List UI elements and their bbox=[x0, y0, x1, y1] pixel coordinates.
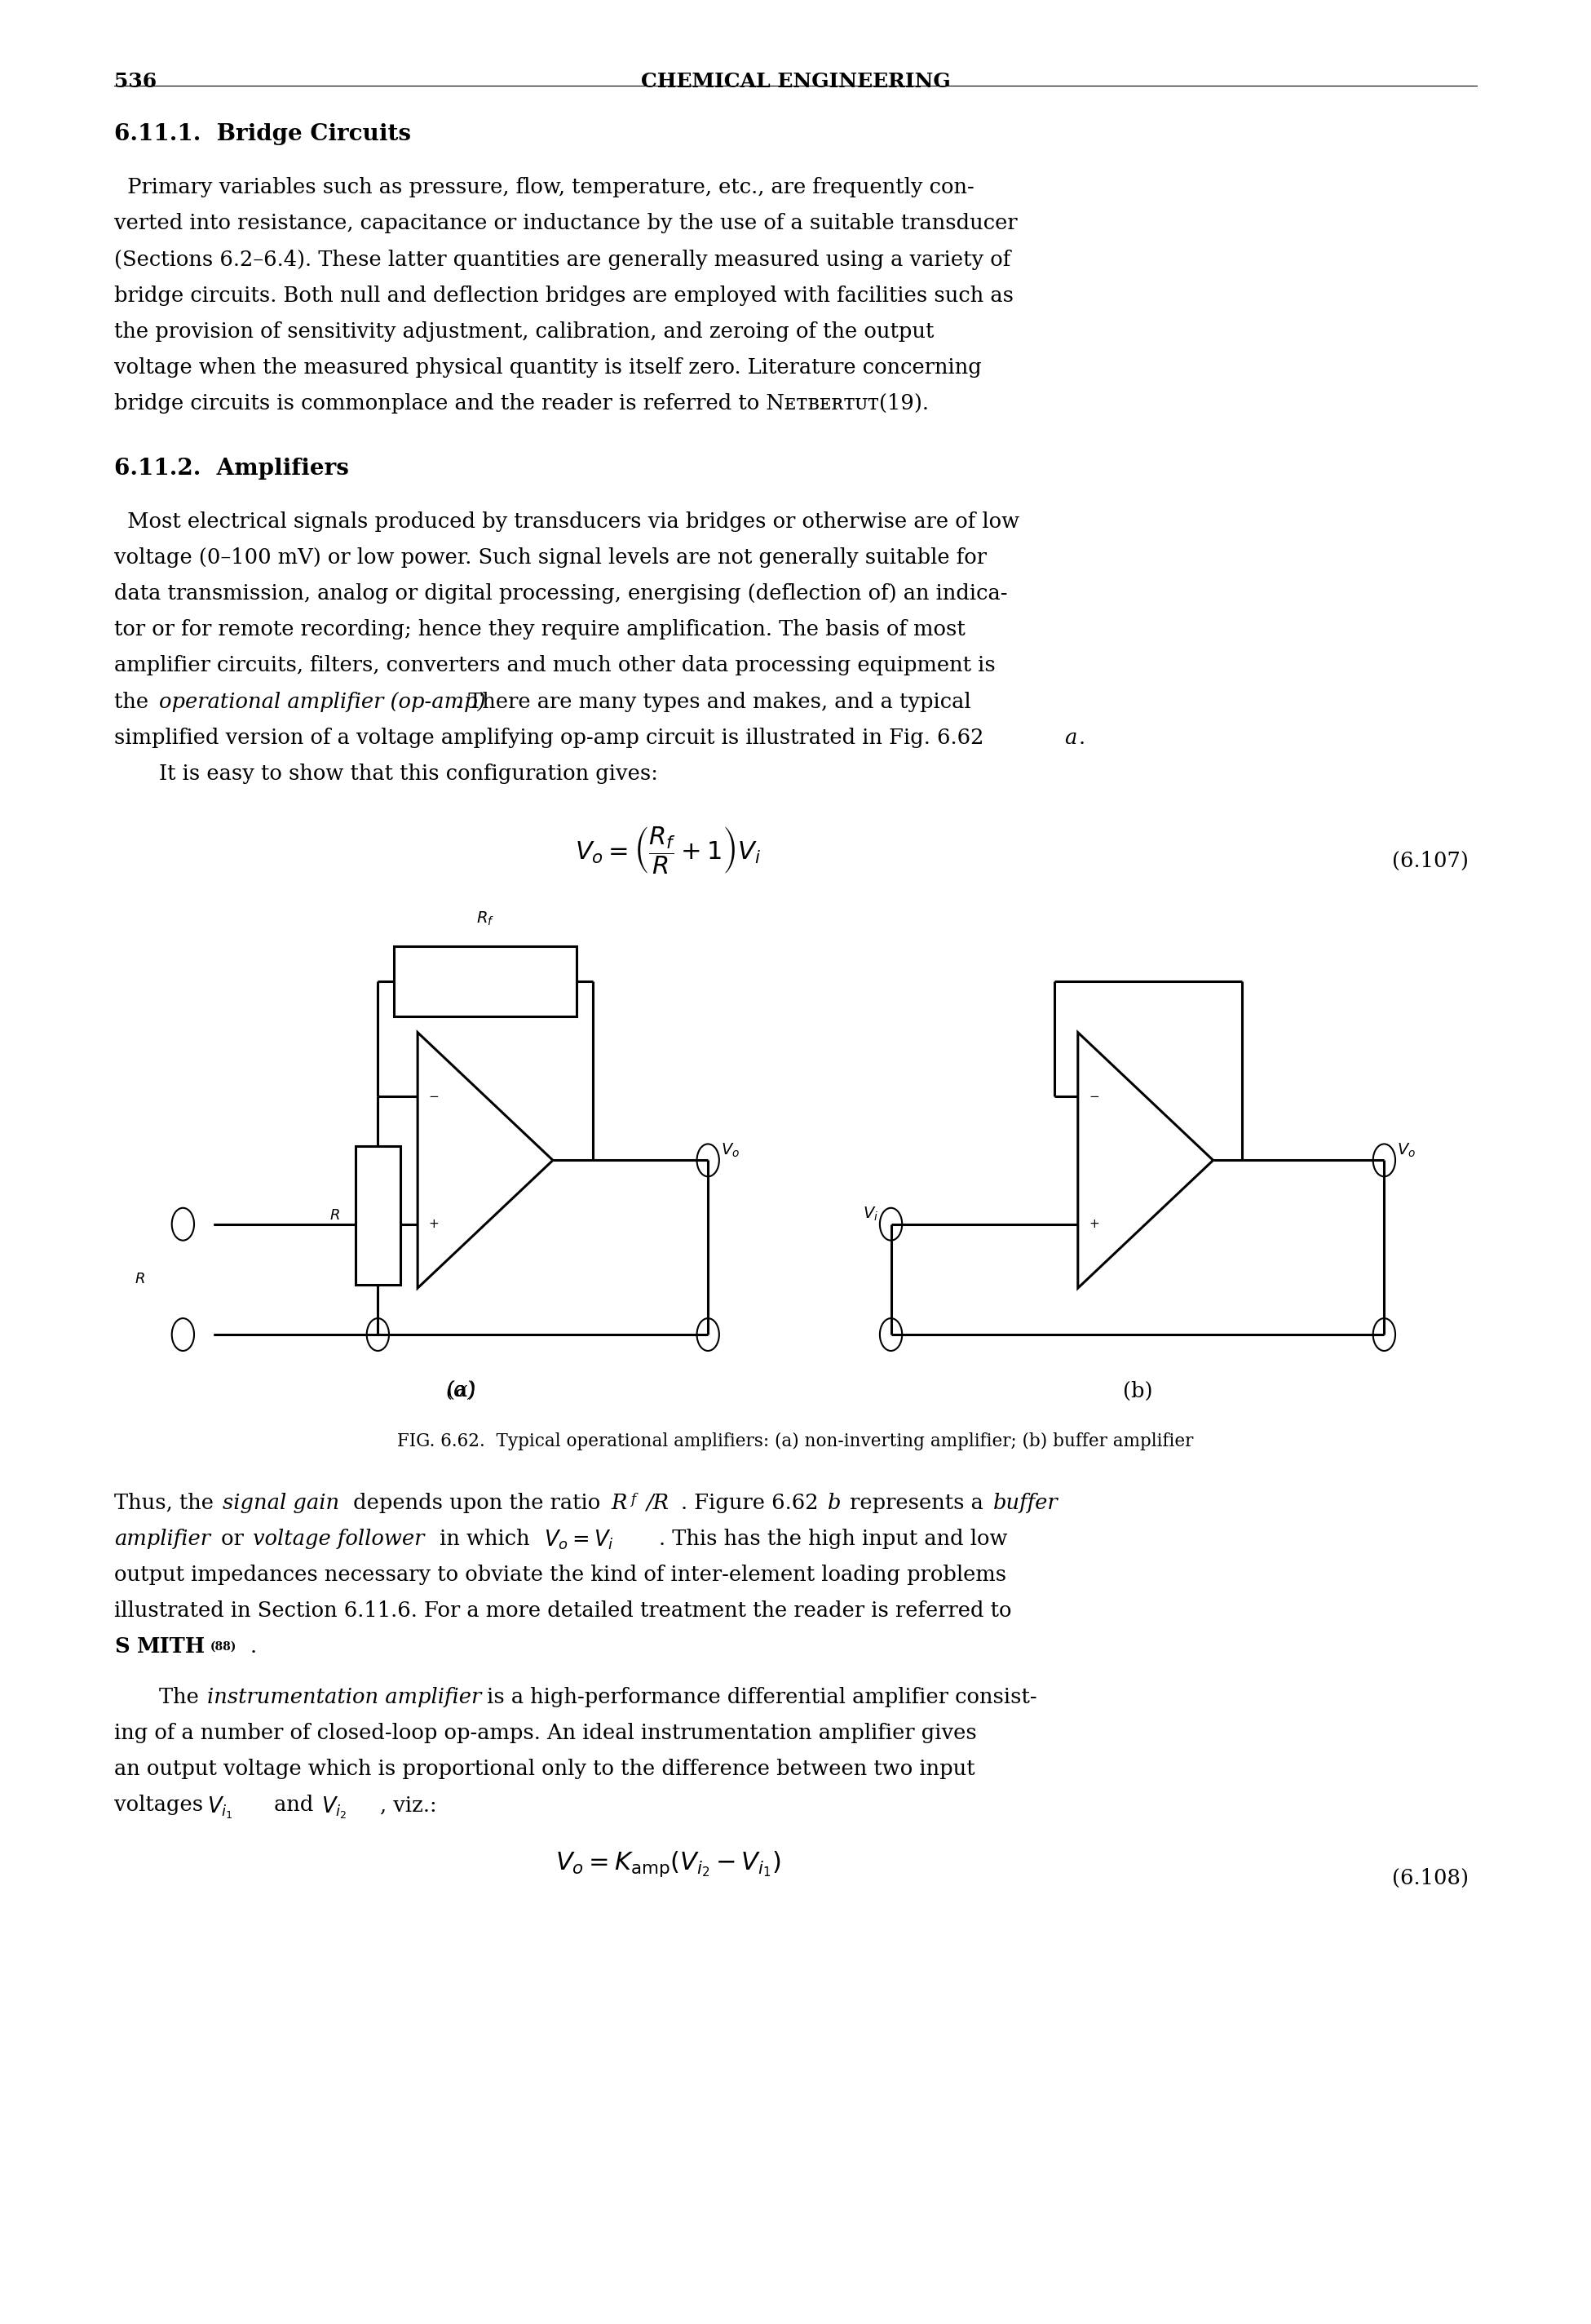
Text: instrumentation amplifier: instrumentation amplifier bbox=[207, 1687, 480, 1708]
Text: bridge circuits is commonplace and the reader is referred to Nᴇᴛʙᴇʀᴛᴜᴛ(19).: bridge circuits is commonplace and the r… bbox=[115, 393, 929, 414]
Text: buffer: buffer bbox=[993, 1492, 1058, 1513]
Text: +: + bbox=[1088, 1218, 1099, 1229]
Text: Thus, the: Thus, the bbox=[115, 1492, 221, 1513]
Bar bbox=[161, 1208, 205, 1348]
Text: . There are many types and makes, and a typical: . There are many types and makes, and a … bbox=[455, 690, 971, 711]
Text: ing of a number of closed-loop op-amps. An ideal instrumentation amplifier gives: ing of a number of closed-loop op-amps. … bbox=[115, 1722, 977, 1743]
Text: . This has the high input and low: . This has the high input and low bbox=[659, 1529, 1007, 1550]
Text: .: . bbox=[1079, 727, 1085, 748]
Text: data transmission, analog or digital processing, energising (deflection of) an i: data transmission, analog or digital pro… bbox=[115, 583, 1009, 604]
Text: (a): (a) bbox=[447, 1380, 476, 1401]
Text: bridge circuits. Both null and deflection bridges are employed with facilities s: bridge circuits. Both null and deflectio… bbox=[115, 286, 1013, 307]
Text: $V_o$: $V_o$ bbox=[1397, 1141, 1416, 1160]
Text: illustrated in Section 6.11.6. For a more detailed treatment the reader is refer: illustrated in Section 6.11.6. For a mor… bbox=[115, 1601, 1012, 1622]
Text: CHEMICAL ENGINEERING: CHEMICAL ENGINEERING bbox=[641, 72, 950, 91]
Text: FIG. 6.62.  Typical operational amplifiers: (a) non-inverting amplifier; (b) buf: FIG. 6.62. Typical operational amplifier… bbox=[398, 1432, 1193, 1450]
Text: $V_o = K_{\rm amp}(V_{i_2} - V_{i_1})$: $V_o = K_{\rm amp}(V_{i_2} - V_{i_1})$ bbox=[555, 1850, 781, 1878]
Text: (α): (α) bbox=[445, 1380, 477, 1401]
Text: simplified version of a voltage amplifying op-amp circuit is illustrated in Fig.: simplified version of a voltage amplifyi… bbox=[115, 727, 985, 748]
Text: 6.11.2.  Amplifiers: 6.11.2. Amplifiers bbox=[115, 458, 350, 479]
Text: $R$: $R$ bbox=[134, 1271, 145, 1287]
Text: S: S bbox=[115, 1636, 130, 1657]
Text: (b): (b) bbox=[1123, 1380, 1152, 1401]
Text: . Figure 6.62: . Figure 6.62 bbox=[681, 1492, 818, 1513]
Bar bbox=[153, 1197, 213, 1360]
Polygon shape bbox=[417, 1032, 554, 1287]
Text: operational amplifier (op-amp): operational amplifier (op-amp) bbox=[159, 690, 485, 711]
Text: voltage when the measured physical quantity is itself zero. Literature concernin: voltage when the measured physical quant… bbox=[115, 358, 982, 379]
Text: /R: /R bbox=[646, 1492, 668, 1513]
Text: depends upon the ratio: depends upon the ratio bbox=[347, 1492, 608, 1513]
Text: $V_{i_1}$: $V_{i_1}$ bbox=[207, 1794, 232, 1820]
Text: 6.11.1.  Bridge Circuits: 6.11.1. Bridge Circuits bbox=[115, 123, 412, 144]
Text: It is easy to show that this configuration gives:: It is easy to show that this configurati… bbox=[159, 762, 659, 783]
Text: $V_o$: $V_o$ bbox=[721, 1141, 740, 1160]
Text: an output voltage which is proportional only to the difference between two input: an output voltage which is proportional … bbox=[115, 1759, 975, 1780]
Text: (Sections 6.2–6.4). These latter quantities are generally measured using a varie: (Sections 6.2–6.4). These latter quantit… bbox=[115, 249, 1010, 270]
Text: represents a: represents a bbox=[843, 1492, 990, 1513]
Text: in which: in which bbox=[433, 1529, 536, 1550]
Text: tor or for remote recording; hence they require amplification. The basis of most: tor or for remote recording; hence they … bbox=[115, 618, 966, 639]
Text: .: . bbox=[250, 1636, 256, 1657]
Text: 536: 536 bbox=[115, 72, 158, 91]
Text: −: − bbox=[428, 1090, 439, 1102]
Text: b: b bbox=[827, 1492, 840, 1513]
Bar bbox=[395, 946, 578, 1016]
Text: (6.108): (6.108) bbox=[1392, 1868, 1468, 1889]
Text: the: the bbox=[115, 690, 156, 711]
Text: and: and bbox=[267, 1794, 320, 1815]
Text: $V_{i_2}$: $V_{i_2}$ bbox=[321, 1794, 347, 1820]
Text: $V_i$: $V_i$ bbox=[862, 1206, 878, 1222]
Text: $R_f$: $R_f$ bbox=[476, 911, 495, 927]
Text: voltages: voltages bbox=[115, 1794, 210, 1815]
Text: f: f bbox=[630, 1492, 635, 1506]
Text: (88): (88) bbox=[210, 1641, 237, 1652]
Text: is a high-performance differential amplifier consist-: is a high-performance differential ampli… bbox=[480, 1687, 1037, 1708]
Text: Most electrical signals produced by transducers via bridges or otherwise are of : Most electrical signals produced by tran… bbox=[115, 511, 1020, 532]
Text: amplifier: amplifier bbox=[115, 1529, 210, 1550]
Text: or: or bbox=[215, 1529, 251, 1550]
Text: −: − bbox=[1088, 1090, 1099, 1102]
Text: a: a bbox=[1064, 727, 1077, 748]
Text: the provision of sensitivity adjustment, calibration, and zeroing of the output: the provision of sensitivity adjustment,… bbox=[115, 321, 934, 342]
Polygon shape bbox=[1079, 1032, 1212, 1287]
Text: $V_i$: $V_i$ bbox=[154, 1206, 170, 1222]
Text: voltage (0–100 mV) or low power. Such signal levels are not generally suitable f: voltage (0–100 mV) or low power. Such si… bbox=[115, 546, 986, 567]
Text: R: R bbox=[611, 1492, 627, 1513]
Text: output impedances necessary to obviate the kind of inter-element loading problem: output impedances necessary to obviate t… bbox=[115, 1564, 1007, 1585]
Bar bbox=[356, 1146, 401, 1285]
Text: voltage follower: voltage follower bbox=[253, 1529, 425, 1550]
Text: , viz.:: , viz.: bbox=[380, 1794, 438, 1815]
Text: amplifier circuits, filters, converters and much other data processing equipment: amplifier circuits, filters, converters … bbox=[115, 655, 996, 676]
Text: verted into resistance, capacitance or inductance by the use of a suitable trans: verted into resistance, capacitance or i… bbox=[115, 214, 1018, 235]
Text: $V_o = \left(\dfrac{R_f}{R} + 1\right)V_i$: $V_o = \left(\dfrac{R_f}{R} + 1\right)V_… bbox=[576, 825, 760, 876]
Text: MITH: MITH bbox=[137, 1636, 205, 1657]
Text: The: The bbox=[159, 1687, 205, 1708]
Text: Primary variables such as pressure, flow, temperature, etc., are frequently con-: Primary variables such as pressure, flow… bbox=[115, 177, 975, 198]
Text: $V_o = V_i$: $V_o = V_i$ bbox=[544, 1529, 614, 1552]
Text: +: + bbox=[428, 1218, 439, 1229]
Text: (6.107): (6.107) bbox=[1392, 851, 1468, 872]
Text: signal gain: signal gain bbox=[223, 1492, 339, 1513]
Text: $R$: $R$ bbox=[329, 1208, 340, 1222]
